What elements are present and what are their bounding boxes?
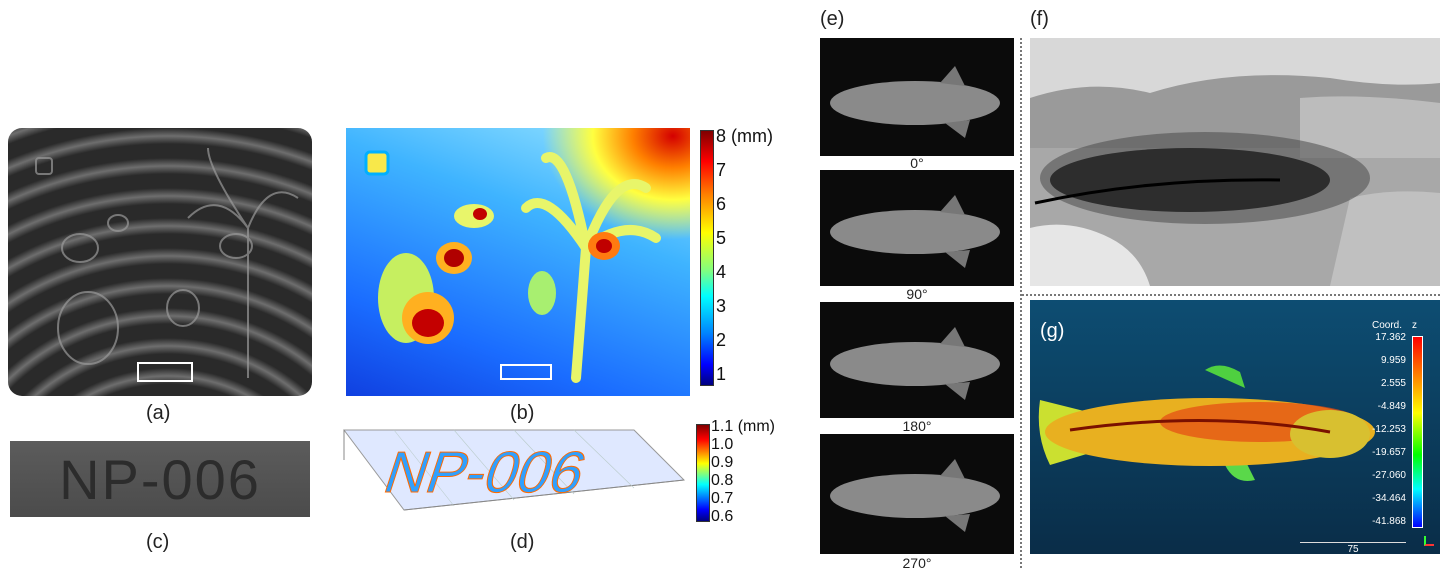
panel-f-depth-map (1030, 38, 1440, 286)
panel-c-label: (c) (146, 531, 170, 553)
g-tick-6: -27.060 (1372, 470, 1406, 481)
colorbar-b-tick-2: 2 (716, 330, 727, 350)
panel-e-angle-0: 0° (910, 155, 924, 171)
panel-g-colorbar (1412, 336, 1423, 528)
axis-indicator-icon (1424, 536, 1434, 546)
panel-g-3d-render: (g) Coord. z 17.362 9.959 2.555 -4.849 -… (1030, 300, 1440, 554)
panel-a-relief-shapes (35, 147, 299, 382)
panel-g-colorbar-axis: z (1412, 320, 1417, 331)
panel-d-3d-mesh: NP-006 (343, 429, 686, 511)
colorbar-d-tick-0.9: 0.9 (711, 454, 734, 471)
colorbar-b-tick-8: 8 (mm) (716, 126, 773, 146)
g-tick-3: -4.849 (1377, 401, 1406, 412)
panel-a-label: (a) (146, 402, 171, 424)
horizontal-divider (1022, 294, 1440, 296)
colorbar-b-tick-3: 3 (716, 296, 727, 316)
panel-e-view-180 (820, 302, 1014, 418)
panel-e-label: (e) (820, 8, 845, 30)
vertical-divider (1020, 38, 1022, 568)
colorbar-b-tick-4: 4 (716, 262, 727, 282)
panel-e-view-90 (820, 170, 1014, 286)
panel-b-colorbar (700, 130, 714, 386)
g-tick-5: -19.657 (1372, 447, 1406, 458)
panel-g-scale-bar (1300, 542, 1406, 543)
g-tick-0: 17.362 (1375, 332, 1406, 343)
colorbar-d-tick-1.1: 1.1 (mm) (711, 418, 775, 435)
panel-e-angle-270: 270° (902, 555, 932, 571)
panel-f-label: (f) (1030, 8, 1049, 30)
panel-b-height-map (346, 128, 690, 396)
colorbar-d-tick-0.8: 0.8 (711, 472, 734, 489)
panel-d-label: (d) (510, 531, 535, 553)
g-tick-2: 2.555 (1380, 378, 1406, 389)
panel-g-scale-value: 75 (1347, 544, 1359, 554)
panel-g-colorbar-title: Coord. (1372, 320, 1403, 331)
colorbar-d-tick-0.6: 0.6 (711, 508, 734, 525)
panel-g-fish (1038, 365, 1375, 481)
panel-c-plate-closeup: NP-006 (10, 441, 310, 517)
panel-c-plate-text: NP-006 (59, 447, 261, 511)
g-tick-4: -12.253 (1372, 424, 1406, 435)
panel-e-angle-180: 180° (902, 418, 932, 434)
colorbar-b-tick-1: 1 (716, 364, 727, 384)
g-tick-1: 9.959 (1380, 355, 1406, 366)
colorbar-b-tick-7: 7 (716, 160, 727, 180)
panel-b-features (364, 150, 661, 383)
panel-b-label: (b) (510, 402, 535, 424)
colorbar-d-tick-1.0: 1.0 (711, 436, 734, 453)
g-tick-7: -34.464 (1372, 493, 1406, 504)
panel-a-fringe-image (8, 128, 312, 396)
g-tick-8: -41.868 (1372, 516, 1406, 527)
panel-e-view-270 (820, 434, 1014, 554)
colorbar-d-tick-0.7: 0.7 (711, 490, 734, 507)
panel-e-angle-90: 90° (906, 286, 928, 302)
colorbar-b-tick-6: 6 (716, 194, 727, 214)
panel-g-label: (g) (1040, 320, 1065, 342)
panel-d-colorbar (696, 424, 710, 522)
panel-d-plate-text: NP-006 (376, 439, 594, 504)
colorbar-b-tick-5: 5 (716, 228, 727, 248)
panel-e-view-0 (820, 38, 1014, 156)
